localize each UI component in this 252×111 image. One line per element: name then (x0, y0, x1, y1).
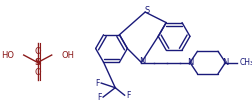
Text: S: S (34, 58, 41, 67)
Text: N: N (222, 58, 228, 67)
Text: N: N (139, 57, 145, 66)
Text: F: F (97, 93, 101, 102)
Text: OH: OH (61, 51, 74, 59)
Text: N: N (186, 58, 193, 67)
Text: S: S (144, 6, 149, 15)
Text: O: O (34, 47, 41, 56)
Text: F: F (94, 79, 99, 88)
Text: F: F (126, 91, 130, 100)
Text: O: O (34, 68, 41, 77)
Text: CH₃: CH₃ (239, 58, 252, 67)
Text: HO: HO (1, 51, 14, 59)
